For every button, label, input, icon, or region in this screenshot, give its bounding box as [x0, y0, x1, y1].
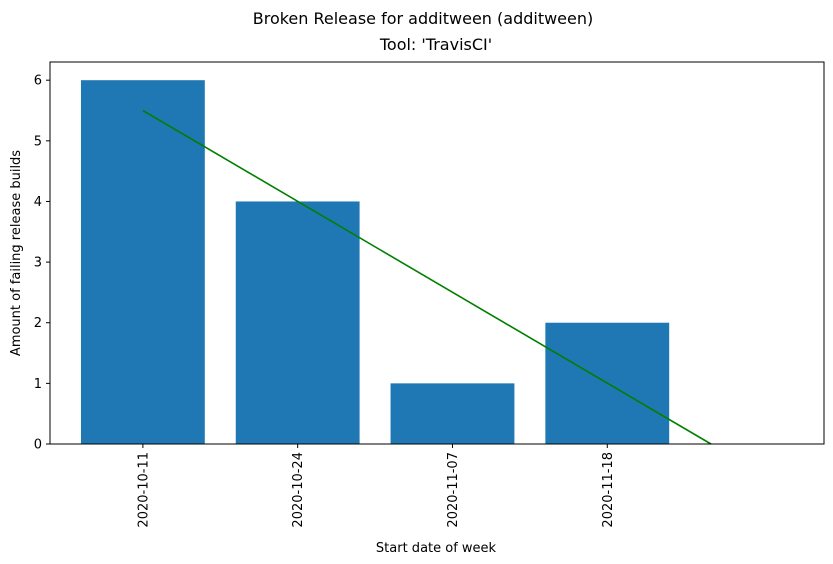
y-tick-label: 2: [34, 316, 42, 331]
y-tick-label: 0: [34, 438, 42, 453]
trend-group: [142, 109, 712, 445]
x-tick-label: 2020-10-11: [136, 452, 151, 528]
bar-2020-10-24: [235, 201, 360, 444]
x-tick-label: 2020-11-07: [446, 452, 461, 528]
bar-2020-11-07: [390, 383, 515, 444]
bars-group: [80, 80, 670, 444]
figure-suptitle: Broken Release for additween (additween): [253, 9, 594, 28]
x-tick-label: 2020-11-18: [601, 452, 616, 528]
plot-frame: [49, 61, 825, 445]
x-axis-label: Start date of week: [376, 541, 497, 556]
trend-line: [142, 109, 712, 445]
y-axis: 0 1 2 3 4 5 6: [34, 74, 50, 453]
y-tick-label: 6: [34, 74, 42, 89]
chart-title: Tool: 'TravisCI': [379, 35, 492, 54]
y-tick-label: 4: [34, 195, 42, 210]
y-tick-label: 3: [34, 256, 42, 271]
x-axis: 2020-10-11 2020-10-24 2020-11-07 2020-11-18: [136, 444, 616, 528]
y-tick-label: 1: [34, 377, 42, 392]
y-tick-label: 5: [34, 134, 42, 149]
bar-2020-10-11: [80, 80, 205, 444]
x-tick-label: 2020-10-24: [291, 452, 306, 528]
y-axis-label: Amount of failing release builds: [9, 150, 24, 356]
